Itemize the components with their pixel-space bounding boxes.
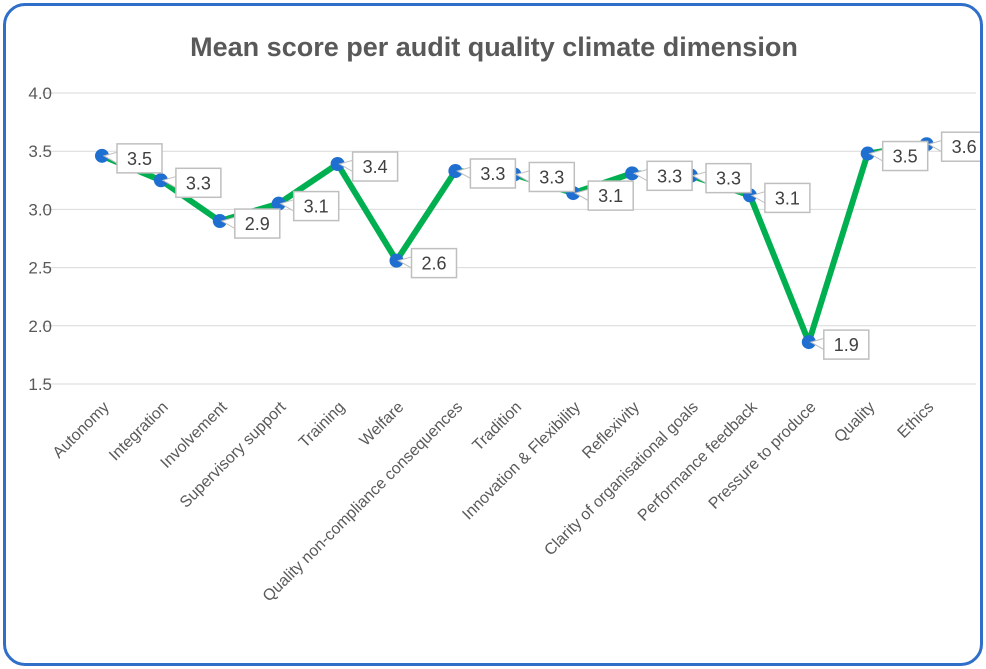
callout-box (528, 161, 576, 193)
gridlines (42, 92, 976, 385)
data-label-callout: 3.6 (927, 131, 980, 162)
x-category-label: Ethics (895, 399, 938, 442)
data-label-callout: 3.5 (102, 143, 163, 174)
x-category-label: Innovation & Flexibility (459, 399, 584, 524)
data-point (212, 214, 227, 229)
callout-box (705, 162, 752, 194)
x-category-label: Tradition (470, 399, 526, 455)
callout-box (764, 182, 811, 214)
chart-title: Mean score per audit quality climate dim… (190, 32, 798, 62)
callout-box (940, 131, 980, 162)
data-point (448, 163, 463, 178)
data-point (389, 253, 404, 268)
data-point (330, 157, 345, 172)
y-tick-label: 1.5 (28, 375, 52, 394)
x-category-label: Training (296, 399, 348, 451)
x-category-label: Performance feedback (635, 398, 762, 525)
chart-frame: Mean score per audit quality climate dim… (3, 3, 983, 666)
y-axis-ticks: 4.0 3.5 3.0 2.5 2.0 1.5 (28, 84, 52, 394)
data-label-callout: 3.1 (573, 180, 634, 211)
y-tick-label: 2.5 (28, 259, 52, 278)
data-label-callout: 3.4 (338, 151, 399, 182)
x-category-label: Supervisory support (177, 398, 290, 511)
callout-box (175, 167, 222, 199)
data-point (860, 146, 875, 161)
data-label: 3.1 (775, 188, 800, 208)
x-axis-categories: AutonomyIntegrationInvolvementSupervisor… (50, 398, 938, 605)
x-category-label: Quality (831, 399, 878, 446)
data-label: 3.3 (539, 167, 564, 187)
callout-box (881, 140, 929, 172)
data-point (801, 335, 816, 350)
data-label-callout: 1.9 (809, 329, 870, 360)
data-label-callout: 3.5 (868, 140, 929, 172)
callout-box (234, 208, 281, 239)
y-tick-label: 4.0 (28, 84, 52, 103)
data-label: 3.3 (716, 169, 741, 189)
data-label-callout: 3.1 (279, 190, 340, 222)
y-tick-label: 3.5 (28, 142, 52, 161)
callout-box (116, 143, 163, 174)
data-label: 3.5 (127, 149, 152, 169)
callout-box (823, 329, 870, 360)
data-label: 2.9 (245, 214, 270, 234)
data-label: 3.1 (304, 197, 329, 217)
data-labels: 3.5 3.3 2.9 3.1 3.4 2.6 3.3 3.3 3.1 3.3 3.3 3.1 1.9 3… (102, 131, 980, 360)
callout-box (469, 158, 517, 189)
data-label: 3.1 (598, 186, 623, 206)
data-label: 3.3 (186, 173, 211, 193)
callout-box (292, 190, 340, 222)
data-label-callout: 3.3 (632, 160, 693, 192)
x-category-label: Autonomy (50, 399, 113, 462)
data-label-callout: 3.3 (456, 158, 517, 189)
data-point (95, 148, 109, 163)
callout-box (410, 247, 458, 279)
x-category-label: Welfare (357, 399, 408, 450)
data-label: 3.3 (480, 164, 505, 184)
data-label-callout: 3.3 (691, 162, 752, 194)
data-label: 3.4 (363, 157, 388, 177)
data-label: 1.9 (834, 335, 859, 355)
x-category-label: Pressure to produce (706, 399, 820, 513)
data-label: 3.3 (657, 166, 682, 186)
data-label: 2.6 (421, 254, 446, 274)
data-label-callout: 2.6 (397, 247, 458, 279)
y-tick-label: 2.0 (28, 317, 52, 336)
callout-box (587, 180, 634, 211)
data-label-callout: 3.3 (161, 167, 222, 199)
data-label-callout: 3.1 (750, 182, 811, 214)
y-tick-label: 3.0 (28, 200, 52, 219)
data-point (271, 196, 286, 211)
data-label-callout: 2.9 (220, 208, 281, 239)
data-label: 3.5 (893, 147, 918, 167)
data-label: 3.6 (952, 137, 977, 157)
callout-box (351, 151, 399, 182)
data-point (625, 166, 640, 181)
callout-box (646, 160, 693, 192)
data-label-callout: 3.3 (515, 161, 576, 193)
x-category-label: Reflexivity (579, 399, 643, 463)
data-point (153, 173, 168, 188)
line-chart: Mean score per audit quality climate dim… (28, 32, 980, 605)
